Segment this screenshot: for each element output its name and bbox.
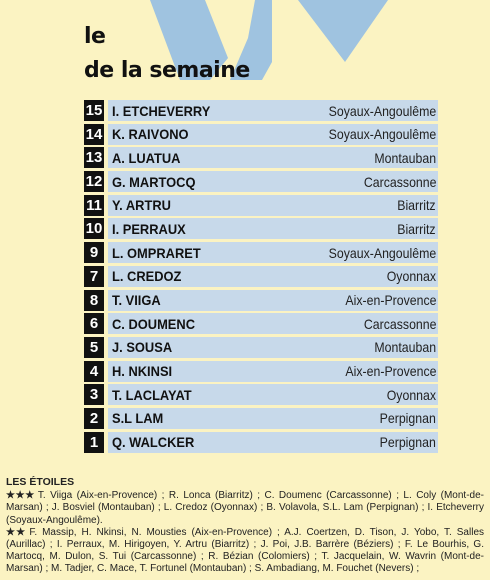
player-name: S.L LAM — [112, 410, 164, 427]
jersey-number: 15 — [84, 100, 104, 121]
team-row: 12 G. MARTOCQ Carcassonne — [84, 171, 438, 193]
jersey-number: 10 — [84, 218, 104, 240]
club-name: Soyaux-Angoulême — [328, 244, 436, 261]
player-bar: I. PERRAUX Biarritz — [108, 218, 438, 240]
jersey-number: 14 — [84, 123, 104, 145]
club-name: Soyaux-Angoulême — [328, 102, 436, 119]
player-bar: T. LACLAYAT Oyonnax — [108, 384, 438, 406]
team-row: 9 L. OMPRARET Soyaux-Angoulême — [84, 242, 438, 264]
x-letter-right-shape — [230, 0, 272, 80]
player-name: Q. WALCKER — [112, 434, 195, 451]
team-row: 3 T. LACLAYAT Oyonnax — [84, 384, 438, 406]
two-star-players: F. Massip, H. Nkinsi, N. Mousties (Aix-e… — [6, 526, 485, 575]
page-title-line2: de la semaine — [84, 58, 250, 83]
three-star-players: T. Viiga (Aix-en-Provence) ; R. Lonca (B… — [6, 490, 484, 526]
player-name: A. LUATUA — [112, 149, 181, 166]
club-name: Biarritz — [397, 197, 436, 214]
player-name: C. DOUMENC — [112, 315, 196, 332]
jersey-number: 5 — [84, 336, 104, 358]
team-row: 8 T. VIIGA Aix-en-Provence — [84, 289, 438, 311]
player-bar: Y. ARTRU Biarritz — [108, 194, 438, 216]
v-letter-shape — [298, 0, 388, 62]
player-name: T. VIIGA — [112, 292, 161, 308]
club-name: Perpignan — [379, 434, 436, 451]
team-row: 1 Q. WALCKER Perpignan — [84, 431, 438, 453]
jersey-number: 3 — [84, 384, 104, 406]
club-name: Oyonnax — [386, 268, 436, 285]
team-row: 10 I. PERRAUX Biarritz — [84, 218, 438, 240]
team-row: 5 J. SOUSA Montauban — [84, 336, 438, 358]
club-name: Perpignan — [379, 410, 436, 427]
team-row: 6 C. DOUMENC Carcassonne — [84, 313, 438, 335]
stars-section: LES ÉTOILES ★★★ T. Viiga (Aix-en-Provence… — [6, 476, 484, 576]
two-star-rating-mark: ★★ — [6, 526, 27, 538]
team-row: 13 A. LUATUA Montauban — [84, 147, 438, 169]
club-name: Biarritz — [397, 220, 436, 237]
player-bar: A. LUATUA Montauban — [108, 147, 438, 169]
jersey-number: 8 — [84, 289, 104, 311]
player-name: K. RAIVONO — [112, 126, 189, 143]
player-bar: L. CREDOZ Oyonnax — [108, 265, 438, 287]
player-name: L. CREDOZ — [112, 268, 182, 285]
jersey-number: 4 — [84, 360, 104, 382]
club-name: Soyaux-Angoulême — [328, 126, 436, 143]
club-name: Montauban — [374, 339, 436, 356]
two-star-paragraph: ★★ F. Massip, H. Nkinsi, N. Mousties (Aix… — [6, 527, 484, 576]
player-name: J. SOUSA — [112, 339, 173, 356]
player-name: L. OMPRARET — [112, 244, 201, 261]
player-bar: H. NKINSI Aix-en-Provence — [108, 360, 438, 382]
three-star-paragraph: ★★★ T. Viiga (Aix-en-Provence) ; R. Lonca… — [6, 490, 484, 527]
club-name: Aix-en-Provence — [344, 363, 436, 380]
team-list: 15 I. ETCHEVERRY Soyaux-Angoulême 14 K. RAI… — [84, 100, 438, 455]
player-name: T. LACLAYAT — [112, 386, 192, 403]
club-name: Oyonnax — [386, 386, 436, 403]
xv-logo-graphic — [150, 0, 388, 80]
player-bar: S.L LAM Perpignan — [108, 407, 438, 429]
jersey-number: 12 — [84, 171, 104, 193]
club-name: Montauban — [374, 149, 436, 166]
team-row: 2 S.L LAM Perpignan — [84, 407, 438, 429]
player-name: H. NKINSI — [112, 363, 173, 380]
stars-heading: LES ÉTOILES — [6, 476, 75, 488]
jersey-number: 1 — [84, 431, 104, 453]
team-row: 7 L. CREDOZ Oyonnax — [84, 265, 438, 287]
team-row: 14 K. RAIVONO Soyaux-Angoulême — [84, 123, 438, 145]
jersey-number: 2 — [84, 407, 104, 429]
player-bar: K. RAIVONO Soyaux-Angoulême — [108, 123, 438, 145]
team-row: 11 Y. ARTRU Biarritz — [84, 194, 438, 216]
player-bar: Q. WALCKER Perpignan — [108, 431, 438, 453]
club-name: Aix-en-Provence — [344, 292, 436, 308]
x-letter-left-shape — [150, 0, 228, 80]
player-bar: L. OMPRARET Soyaux-Angoulême — [108, 242, 438, 264]
club-name: Carcassonne — [363, 315, 436, 332]
team-row: 4 H. NKINSI Aix-en-Provence — [84, 360, 438, 382]
player-bar: T. VIIGA Aix-en-Provence — [108, 289, 438, 311]
page-title-line1: le — [84, 24, 106, 49]
team-row: 15 I. ETCHEVERRY Soyaux-Angoulême — [84, 100, 438, 121]
jersey-number: 9 — [84, 242, 104, 264]
player-name: Y. ARTRU — [112, 197, 171, 214]
player-bar: J. SOUSA Montauban — [108, 336, 438, 358]
three-star-rating-mark: ★★★ — [6, 490, 36, 502]
player-name: I. PERRAUX — [112, 220, 186, 237]
player-bar: G. MARTOCQ Carcassonne — [108, 171, 438, 193]
player-bar: I. ETCHEVERRY Soyaux-Angoulême — [108, 100, 438, 121]
jersey-number: 13 — [84, 147, 104, 169]
player-name: I. ETCHEVERRY — [112, 102, 211, 119]
jersey-number: 11 — [84, 194, 104, 216]
jersey-number: 7 — [84, 265, 104, 287]
player-name: G. MARTOCQ — [112, 173, 196, 190]
club-name: Carcassonne — [363, 173, 436, 190]
jersey-number: 6 — [84, 313, 104, 335]
player-bar: C. DOUMENC Carcassonne — [108, 313, 438, 335]
